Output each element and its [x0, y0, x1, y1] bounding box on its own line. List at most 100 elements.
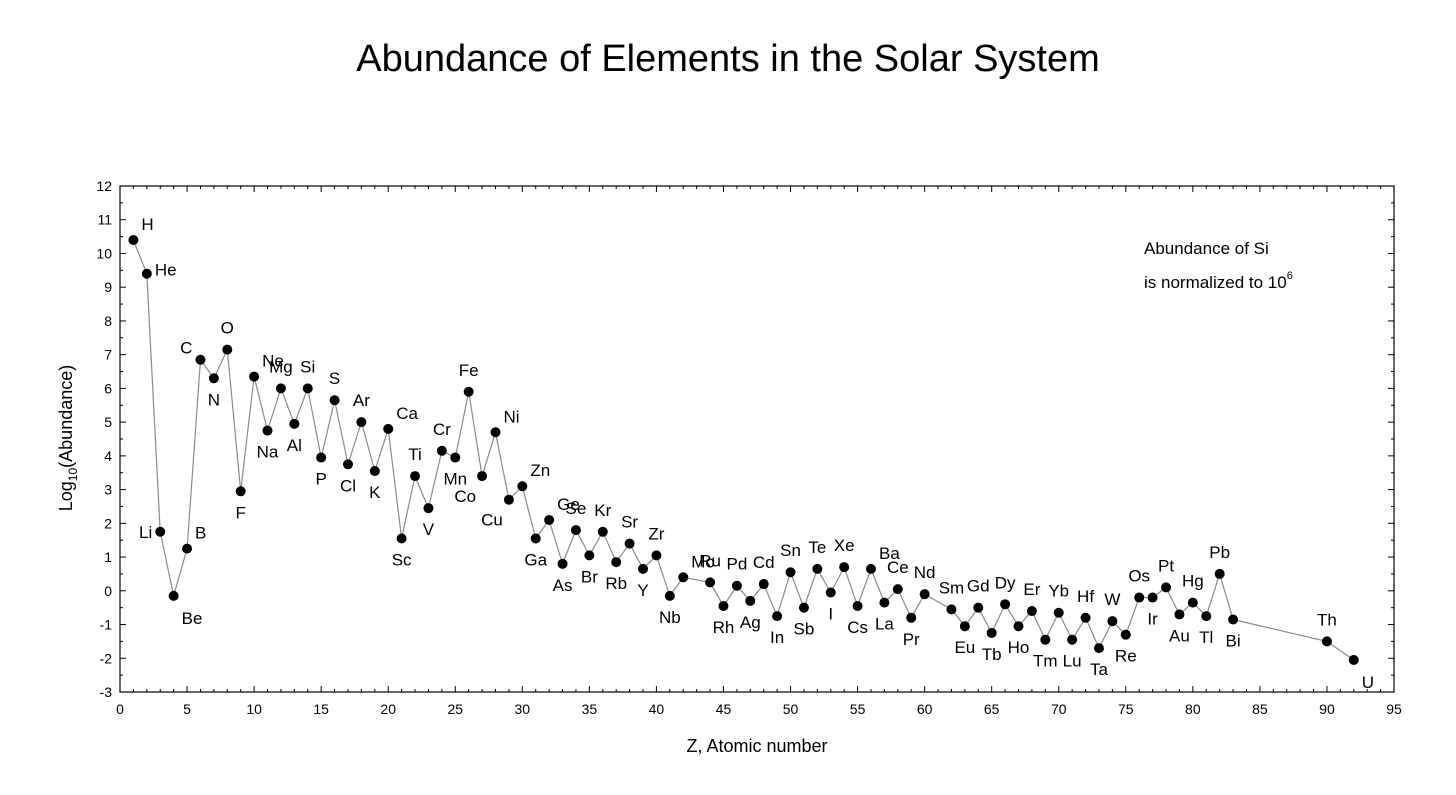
data-point-in [772, 611, 783, 622]
data-point-sm [946, 604, 957, 615]
data-point-hg [1187, 597, 1198, 608]
data-point-pb [1214, 568, 1225, 579]
element-label-pt: Pt [1158, 556, 1174, 575]
data-point-hf [1080, 612, 1091, 623]
data-point-b [182, 543, 193, 554]
data-point-o [222, 344, 233, 355]
data-point-re [1120, 629, 1131, 640]
data-point-mo [678, 572, 689, 583]
element-label-he: He [155, 261, 177, 280]
element-label-mn: Mn [443, 470, 467, 489]
data-point-i [825, 587, 836, 598]
data-point-w [1107, 616, 1118, 627]
data-point-p [316, 452, 327, 463]
y-tick-label: 0 [104, 583, 112, 599]
element-label-p: P [315, 470, 326, 489]
chart-title: Abundance of Elements in the Solar Syste… [356, 38, 1100, 80]
element-label-te: Te [808, 538, 826, 557]
y-tick-label: -1 [100, 617, 113, 633]
y-axis-title-base: Log [56, 481, 76, 511]
data-point-br [584, 550, 595, 561]
element-label-ba: Ba [879, 544, 900, 563]
data-point-ce [892, 584, 903, 595]
data-point-te [812, 563, 823, 574]
y-tick-label: 1 [104, 549, 112, 565]
x-tick-label: 0 [116, 701, 124, 717]
normalization-note-line1: Abundance of Si [1144, 239, 1269, 258]
data-point-v [423, 503, 434, 514]
element-labels: H He Li Be B C N O F Ne Na Mg Al Si P S Cl Ar K Ca Sc Ti V Cr Mn… [139, 215, 1374, 692]
y-tick-label: 9 [104, 279, 112, 295]
element-label-ni: Ni [503, 407, 519, 426]
element-label-mo: Mo [691, 552, 715, 571]
element-label-mg: Mg [269, 357, 293, 376]
data-point-ru [705, 577, 716, 588]
y-tick-label: 5 [104, 414, 112, 430]
data-point-bi [1228, 614, 1239, 625]
element-label-o: O [221, 319, 234, 338]
data-point-se [570, 525, 581, 536]
x-tick-label: 55 [850, 701, 866, 717]
element-label-se: Se [566, 499, 587, 518]
data-point-au [1174, 609, 1185, 620]
data-point-cr [436, 445, 447, 456]
element-label-w: W [1104, 590, 1120, 609]
data-point-ho [1013, 621, 1024, 632]
data-point-na [262, 425, 273, 436]
data-point-ba [865, 563, 876, 574]
data-point-th [1321, 636, 1332, 647]
element-label-hf: Hf [1077, 587, 1094, 606]
data-point-ne [249, 371, 260, 382]
x-tick-label: 40 [649, 701, 665, 717]
element-label-s: S [329, 369, 340, 388]
element-label-er: Er [1023, 580, 1040, 599]
data-point-dy [1000, 599, 1011, 610]
element-label-th: Th [1317, 610, 1337, 629]
x-tick-label: 85 [1252, 701, 1268, 717]
data-point-yb [1053, 607, 1064, 618]
x-tick-label: 10 [246, 701, 262, 717]
element-label-au: Au [1169, 626, 1190, 645]
data-point-tl [1201, 611, 1212, 622]
element-label-na: Na [257, 443, 279, 462]
data-point-nb [664, 590, 675, 601]
data-point-be [168, 590, 179, 601]
x-tick-label: 30 [515, 701, 531, 717]
element-label-ag: Ag [740, 613, 761, 632]
data-point-mg [275, 383, 286, 394]
data-point-tb [986, 627, 997, 638]
element-label-nb: Nb [659, 608, 681, 627]
data-point-eu [959, 621, 970, 632]
element-label-bi: Bi [1226, 631, 1241, 650]
element-label-al: Al [287, 436, 302, 455]
data-point-f [235, 486, 246, 497]
x-tick-label: 50 [783, 701, 799, 717]
data-point-pr [906, 612, 917, 623]
data-point-as [557, 558, 568, 569]
element-label-ge: Ge [557, 495, 580, 514]
element-label-kr: Kr [594, 501, 611, 520]
element-label-u: U [1362, 673, 1374, 692]
data-point-sr [624, 538, 635, 549]
x-tick-label: 70 [1051, 701, 1067, 717]
x-tick-label: 80 [1185, 701, 1201, 717]
y-axis-title: Log10(Abundance) [56, 365, 80, 511]
element-label-ga: Ga [524, 551, 547, 570]
x-tick-label: 65 [984, 701, 1000, 717]
element-label-hg: Hg [1182, 572, 1204, 591]
data-point-nd [919, 589, 930, 600]
element-label-dy: Dy [995, 573, 1016, 592]
data-point-ir [1147, 592, 1158, 603]
data-point-n [208, 373, 219, 384]
element-label-yb: Yb [1048, 582, 1069, 601]
element-label-ce: Ce [887, 558, 909, 577]
data-point-gd [973, 602, 984, 613]
data-point-u [1348, 654, 1359, 665]
y-tick-label: 7 [104, 347, 112, 363]
y-tick-label: 6 [104, 380, 112, 396]
data-point-zr [651, 550, 662, 561]
y-tick-label: -3 [100, 684, 113, 700]
y-tick-label: -2 [100, 650, 113, 666]
element-label-gd: Gd [967, 577, 990, 596]
